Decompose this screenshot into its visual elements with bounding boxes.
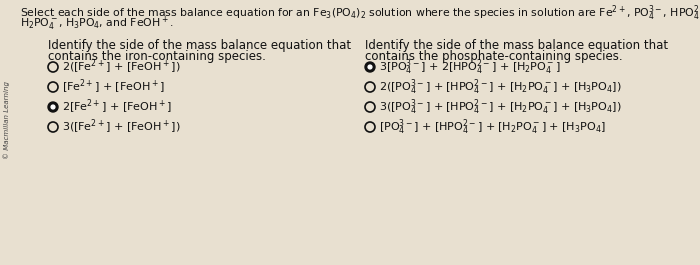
Text: H$_2$PO$_4^-$, H$_3$PO$_4$, and FeOH$^+$.: H$_2$PO$_4^-$, H$_3$PO$_4$, and FeOH$^+$… <box>20 15 174 33</box>
Text: Select each side of the mass balance equation for an Fe$_3$(PO$_4$)$_2$ solution: Select each side of the mass balance equ… <box>20 3 700 23</box>
Text: © Macmillan Learning: © Macmillan Learning <box>4 81 10 159</box>
Circle shape <box>365 62 375 72</box>
Circle shape <box>51 105 55 109</box>
Text: 3([PO$_4^{3-}$] + [HPO$_4^{2-}$] + [H$_2$PO$_4^-$] + [H$_3$PO$_4$]): 3([PO$_4^{3-}$] + [HPO$_4^{2-}$] + [H$_2… <box>379 97 622 117</box>
Circle shape <box>368 65 372 69</box>
Text: 2([PO$_4^{3-}$] + [HPO$_4^{2-}$] + [H$_2$PO$_4^-$] + [H$_3$PO$_4$]): 2([PO$_4^{3-}$] + [HPO$_4^{2-}$] + [H$_2… <box>379 77 622 97</box>
Text: Identify the side of the mass balance equation that: Identify the side of the mass balance eq… <box>48 39 351 52</box>
Text: 3([Fe$^{2+}$] + [FeOH$^+$]): 3([Fe$^{2+}$] + [FeOH$^+$]) <box>62 118 181 136</box>
Circle shape <box>48 102 58 112</box>
Text: 2[Fe$^{2+}$] + [FeOH$^+$]: 2[Fe$^{2+}$] + [FeOH$^+$] <box>62 98 172 116</box>
Text: [Fe$^{2+}$] + [FeOH$^+$]: [Fe$^{2+}$] + [FeOH$^+$] <box>62 78 164 96</box>
Text: contains the phosphate-containing species.: contains the phosphate-containing specie… <box>365 50 622 63</box>
Text: contains the iron-containing species.: contains the iron-containing species. <box>48 50 266 63</box>
Text: Identify the side of the mass balance equation that: Identify the side of the mass balance eq… <box>365 39 668 52</box>
Text: 3[PO$_4^{3-}$] + 2[HPO$_4^{2-}$] + [H$_2$PO$_4^-$]: 3[PO$_4^{3-}$] + 2[HPO$_4^{2-}$] + [H$_2… <box>379 57 561 77</box>
Text: 2([Fe$^{2+}$] + [FeOH$^+$]): 2([Fe$^{2+}$] + [FeOH$^+$]) <box>62 58 181 76</box>
Text: [PO$_4^{3-}$] + [HPO$_4^{2-}$] + [H$_2$PO$_4^-$] + [H$_3$PO$_4$]: [PO$_4^{3-}$] + [HPO$_4^{2-}$] + [H$_2$P… <box>379 117 606 137</box>
